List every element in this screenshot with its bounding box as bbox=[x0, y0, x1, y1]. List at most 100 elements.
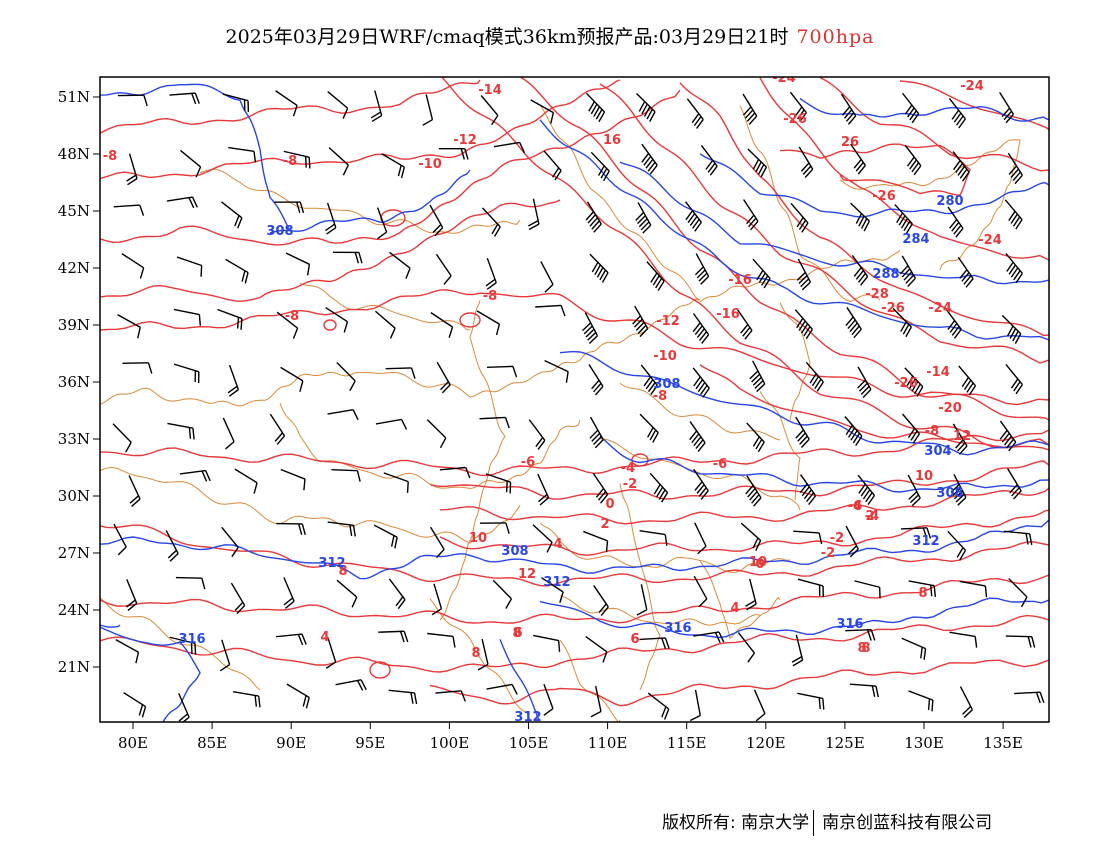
wind-barb bbox=[221, 526, 239, 558]
wind-barb bbox=[957, 256, 974, 288]
wind-barb bbox=[122, 362, 153, 374]
wind-barb bbox=[854, 580, 881, 599]
wind-barb bbox=[900, 527, 932, 539]
wind-barb bbox=[228, 146, 257, 163]
height-contour bbox=[619, 161, 1049, 285]
temperature-contour bbox=[100, 289, 1049, 406]
border-line bbox=[619, 382, 781, 441]
height-contour bbox=[100, 83, 291, 231]
temperature-label: 0 bbox=[755, 557, 764, 572]
height-contours bbox=[100, 83, 1049, 722]
wind-barb bbox=[429, 204, 444, 237]
wind-barb bbox=[486, 683, 518, 695]
wind-barb bbox=[427, 632, 456, 648]
temperature-label: -8 bbox=[653, 389, 667, 404]
wind-barb bbox=[173, 308, 202, 326]
wind-barb bbox=[805, 361, 824, 392]
wind-barb bbox=[851, 254, 869, 286]
wind-barb bbox=[585, 92, 606, 123]
wind-barb bbox=[958, 365, 977, 396]
height-label: 280 bbox=[936, 194, 963, 209]
wind-barb bbox=[693, 631, 725, 644]
wind-barb bbox=[746, 422, 765, 453]
wind-barb bbox=[117, 94, 148, 107]
temperature-label: 10 bbox=[469, 531, 487, 546]
temperature-contour bbox=[100, 79, 481, 134]
footer-company: 南京创蓝科技有限公司 bbox=[822, 813, 993, 833]
wind-barb bbox=[840, 93, 857, 125]
border-line bbox=[699, 560, 781, 640]
temperature-label: 16 bbox=[603, 133, 621, 148]
lat-tick-label: 27N bbox=[58, 544, 90, 562]
wind-barb bbox=[1005, 635, 1036, 648]
wind-barb bbox=[959, 686, 974, 718]
temperature-contour bbox=[440, 77, 1049, 451]
wind-barb bbox=[176, 256, 203, 277]
wind-barbs bbox=[112, 90, 1045, 722]
temperature-label: 10 bbox=[749, 555, 767, 570]
wind-barb bbox=[743, 199, 759, 231]
wind-barb bbox=[588, 364, 604, 396]
wind-barb bbox=[325, 306, 349, 333]
height-label: 316 bbox=[664, 621, 691, 636]
wind-barb bbox=[541, 577, 564, 603]
wind-barb bbox=[1014, 691, 1045, 704]
wind-barb bbox=[791, 634, 804, 667]
wind-barb bbox=[388, 578, 406, 610]
border-line bbox=[439, 300, 506, 621]
map-frame bbox=[99, 76, 1050, 723]
wind-barb bbox=[378, 630, 409, 643]
wind-barb bbox=[376, 207, 388, 240]
lat-tick-label: 45N bbox=[58, 202, 90, 220]
temperature-label: -10 bbox=[653, 349, 677, 364]
title-level: 700hpa bbox=[796, 26, 875, 48]
temperature-label: -24 bbox=[960, 79, 984, 94]
wind-barb bbox=[796, 258, 812, 291]
wind-barb bbox=[480, 95, 499, 126]
wind-barb bbox=[222, 93, 250, 112]
wind-barb bbox=[749, 360, 766, 393]
temperature-label: -4 bbox=[848, 499, 862, 514]
wind-barb bbox=[689, 689, 701, 722]
border-line bbox=[739, 105, 881, 303]
wind-barb bbox=[486, 365, 518, 378]
height-contour bbox=[539, 119, 1049, 341]
wind-barb bbox=[857, 474, 876, 506]
wind-barb bbox=[381, 153, 406, 179]
border-line bbox=[839, 139, 1021, 190]
temperature-label: -28 bbox=[865, 287, 889, 302]
wind-barb bbox=[121, 253, 145, 279]
temperature-label: -12 bbox=[453, 133, 477, 148]
height-label: 312 bbox=[514, 710, 541, 725]
temperature-contour bbox=[100, 574, 1049, 624]
copyright-footer: 版权所有: 南京大学 南京创蓝科技有限公司 bbox=[662, 808, 992, 836]
wind-barb bbox=[640, 364, 658, 395]
wind-barb bbox=[590, 151, 610, 182]
wind-barb bbox=[845, 629, 876, 641]
temperature-label: 6 bbox=[630, 632, 639, 647]
wind-barb bbox=[901, 413, 921, 444]
wind-barb bbox=[736, 308, 753, 340]
wind-barb bbox=[950, 474, 967, 506]
height-label: 288 bbox=[872, 267, 899, 282]
temperature-contour bbox=[100, 524, 1049, 587]
temperature-label: -2 bbox=[830, 531, 844, 546]
temperature-contour bbox=[779, 143, 971, 197]
temperature-label: 2 bbox=[865, 509, 874, 524]
wind-barb bbox=[275, 90, 298, 117]
wind-barb bbox=[535, 304, 566, 317]
temperature-label: -24 bbox=[772, 71, 796, 86]
wind-barb bbox=[530, 99, 555, 124]
border-line bbox=[559, 639, 621, 722]
temperature-contour bbox=[100, 614, 1049, 673]
wind-barb bbox=[435, 690, 466, 702]
wind-barb bbox=[436, 361, 451, 394]
temperature-label: 6 bbox=[513, 626, 522, 641]
wind-barb bbox=[635, 202, 652, 234]
wind-barb bbox=[590, 685, 602, 718]
temperature-label: -6 bbox=[713, 457, 727, 472]
wind-barb bbox=[952, 423, 968, 455]
height-label: 304 bbox=[924, 444, 951, 459]
temperature-label: 8 bbox=[471, 646, 480, 661]
